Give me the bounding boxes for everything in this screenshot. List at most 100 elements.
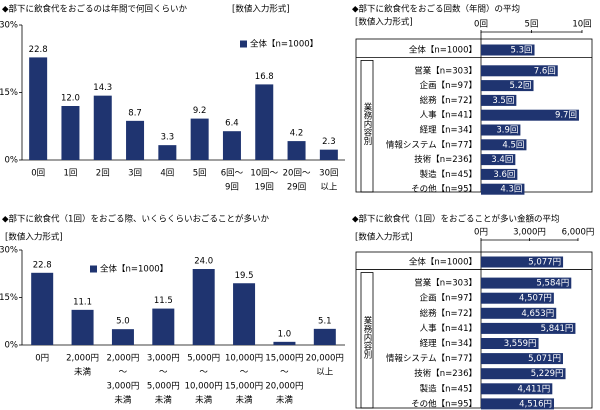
bar bbox=[481, 183, 525, 195]
x-tick-label: 20,000円 bbox=[306, 354, 344, 364]
x-tick-label: 3,000円 bbox=[107, 382, 140, 392]
category-label: 経理【n=34】 bbox=[420, 125, 477, 136]
x-tick-label: 2,000円 bbox=[107, 354, 140, 364]
category-label: 全体【n=1000】 bbox=[409, 257, 477, 268]
bar bbox=[61, 106, 80, 160]
bar bbox=[192, 269, 215, 345]
legend-swatch bbox=[240, 40, 247, 48]
frame bbox=[355, 251, 593, 409]
value-label: 9.7回 bbox=[555, 111, 577, 121]
group-label: 業務内容別 bbox=[362, 316, 372, 360]
value-label: 3.9回 bbox=[496, 126, 518, 136]
bar bbox=[111, 329, 134, 345]
x-tick-label: 4回 bbox=[160, 169, 174, 179]
category-label: 経理【n=34】 bbox=[420, 338, 477, 349]
frame bbox=[355, 38, 593, 193]
bar bbox=[481, 168, 518, 180]
category-label: 人事【n=41】 bbox=[420, 110, 477, 121]
category-label: その他【n=95】 bbox=[411, 184, 477, 195]
bar bbox=[481, 338, 539, 349]
chart-title: ◆部下に飲食代（1回）をおごることが多い金額の平均 bbox=[352, 214, 559, 225]
category-label: 技術【n=236】 bbox=[414, 368, 477, 379]
bar bbox=[481, 94, 517, 106]
legend-swatch bbox=[90, 265, 97, 273]
value-label: 3,559円 bbox=[504, 339, 537, 349]
x-tick-label: ～ bbox=[119, 368, 128, 378]
x-tick-label: 1回 bbox=[63, 169, 77, 179]
legend-label: 全体【n=1000】 bbox=[250, 39, 318, 50]
value-label: 5.3回 bbox=[510, 46, 532, 56]
value-label: 5,077円 bbox=[528, 258, 561, 268]
x-tick-label: 2回 bbox=[96, 169, 110, 179]
x-tick-label: 未満 bbox=[236, 395, 254, 406]
bar bbox=[481, 292, 554, 304]
x-tick-label: 未満 bbox=[195, 395, 213, 406]
bar bbox=[222, 131, 241, 160]
x-tick-label: ～ bbox=[240, 368, 249, 378]
x-tick-label: 29回 bbox=[287, 183, 306, 193]
x-tick-label: 3,000円 bbox=[513, 228, 546, 238]
value-label: 4,516円 bbox=[519, 399, 552, 409]
value-label: 4.3回 bbox=[500, 185, 522, 195]
chart-title: ◆部下に飲食代（1回）をおごる際、いくらくらいおごることが多いか bbox=[2, 214, 269, 225]
bar bbox=[481, 65, 558, 77]
value-label: 11.1 bbox=[73, 297, 92, 307]
bar bbox=[481, 307, 557, 319]
x-tick-label: 10,000円 bbox=[185, 382, 223, 392]
category-label: 企画【n=97】 bbox=[420, 293, 477, 304]
chart-subtitle: [数値入力形式] bbox=[355, 17, 413, 28]
bar bbox=[255, 84, 274, 160]
category-label: 企画【n=97】 bbox=[420, 80, 477, 91]
category-label: 総務【n=72】 bbox=[420, 308, 477, 319]
x-tick-label: 10回～ bbox=[250, 169, 278, 179]
value-label: 24.0 bbox=[194, 257, 213, 267]
value-label: 4.5回 bbox=[502, 140, 524, 150]
value-label: 5.0 bbox=[116, 317, 130, 327]
x-tick-label: 5,000円 bbox=[187, 354, 220, 364]
category-label: 技術【n=236】 bbox=[414, 154, 477, 165]
bar bbox=[287, 141, 306, 160]
x-tick-label: 0回 bbox=[31, 169, 45, 179]
bar bbox=[158, 145, 177, 160]
category-label: 製造【n=45】 bbox=[420, 383, 477, 394]
y-tick-label: 15% bbox=[0, 293, 18, 303]
value-label: 3.6回 bbox=[493, 170, 515, 180]
x-tick-label: 6,000円 bbox=[562, 228, 595, 238]
bar bbox=[29, 57, 48, 160]
category-label: その他【n=95】 bbox=[411, 398, 477, 409]
x-tick-label: 9回 bbox=[225, 183, 239, 193]
x-tick-label: 未満 bbox=[276, 395, 294, 406]
value-label: 11.5 bbox=[154, 296, 173, 306]
category-label: 情報システム【n=77】 bbox=[386, 139, 477, 150]
x-tick-label: 2,000円 bbox=[66, 354, 99, 364]
value-label: 8.7 bbox=[128, 108, 142, 118]
x-tick-label: 以上 bbox=[320, 183, 338, 193]
x-tick-label: 5回 bbox=[525, 20, 539, 30]
value-label: 7.6回 bbox=[534, 66, 556, 76]
chart-subtitle: [数値入力形式] bbox=[232, 4, 290, 15]
bar bbox=[126, 120, 145, 160]
bar bbox=[481, 353, 563, 365]
y-tick-label: 15% bbox=[0, 88, 18, 98]
bar bbox=[233, 283, 256, 345]
legend-label: 全体【n=1000】 bbox=[100, 264, 168, 275]
x-tick-label: ～ bbox=[159, 368, 168, 378]
value-label: 3.4回 bbox=[491, 155, 513, 165]
value-label: 5,841円 bbox=[541, 324, 574, 334]
bar bbox=[481, 154, 516, 166]
x-tick-label: 20回～ bbox=[283, 169, 311, 179]
value-label: 4,653円 bbox=[521, 309, 554, 319]
bar bbox=[319, 149, 338, 160]
group-label: 業務内容別 bbox=[362, 102, 372, 146]
value-label: 4,507円 bbox=[519, 294, 552, 304]
x-tick-label: 5回 bbox=[193, 169, 207, 179]
x-tick-label: 0円 bbox=[35, 354, 49, 364]
bar bbox=[481, 322, 576, 334]
bar bbox=[31, 272, 54, 345]
chart-subtitle: [数値入力形式] bbox=[355, 232, 413, 243]
value-label: 5,584円 bbox=[536, 279, 569, 289]
x-tick-label: 3,000円 bbox=[147, 354, 180, 364]
value-label: 14.3 bbox=[93, 83, 112, 93]
chart-title: ◆部下に飲食代をおごるのは年間で何回くらいか bbox=[2, 4, 188, 15]
